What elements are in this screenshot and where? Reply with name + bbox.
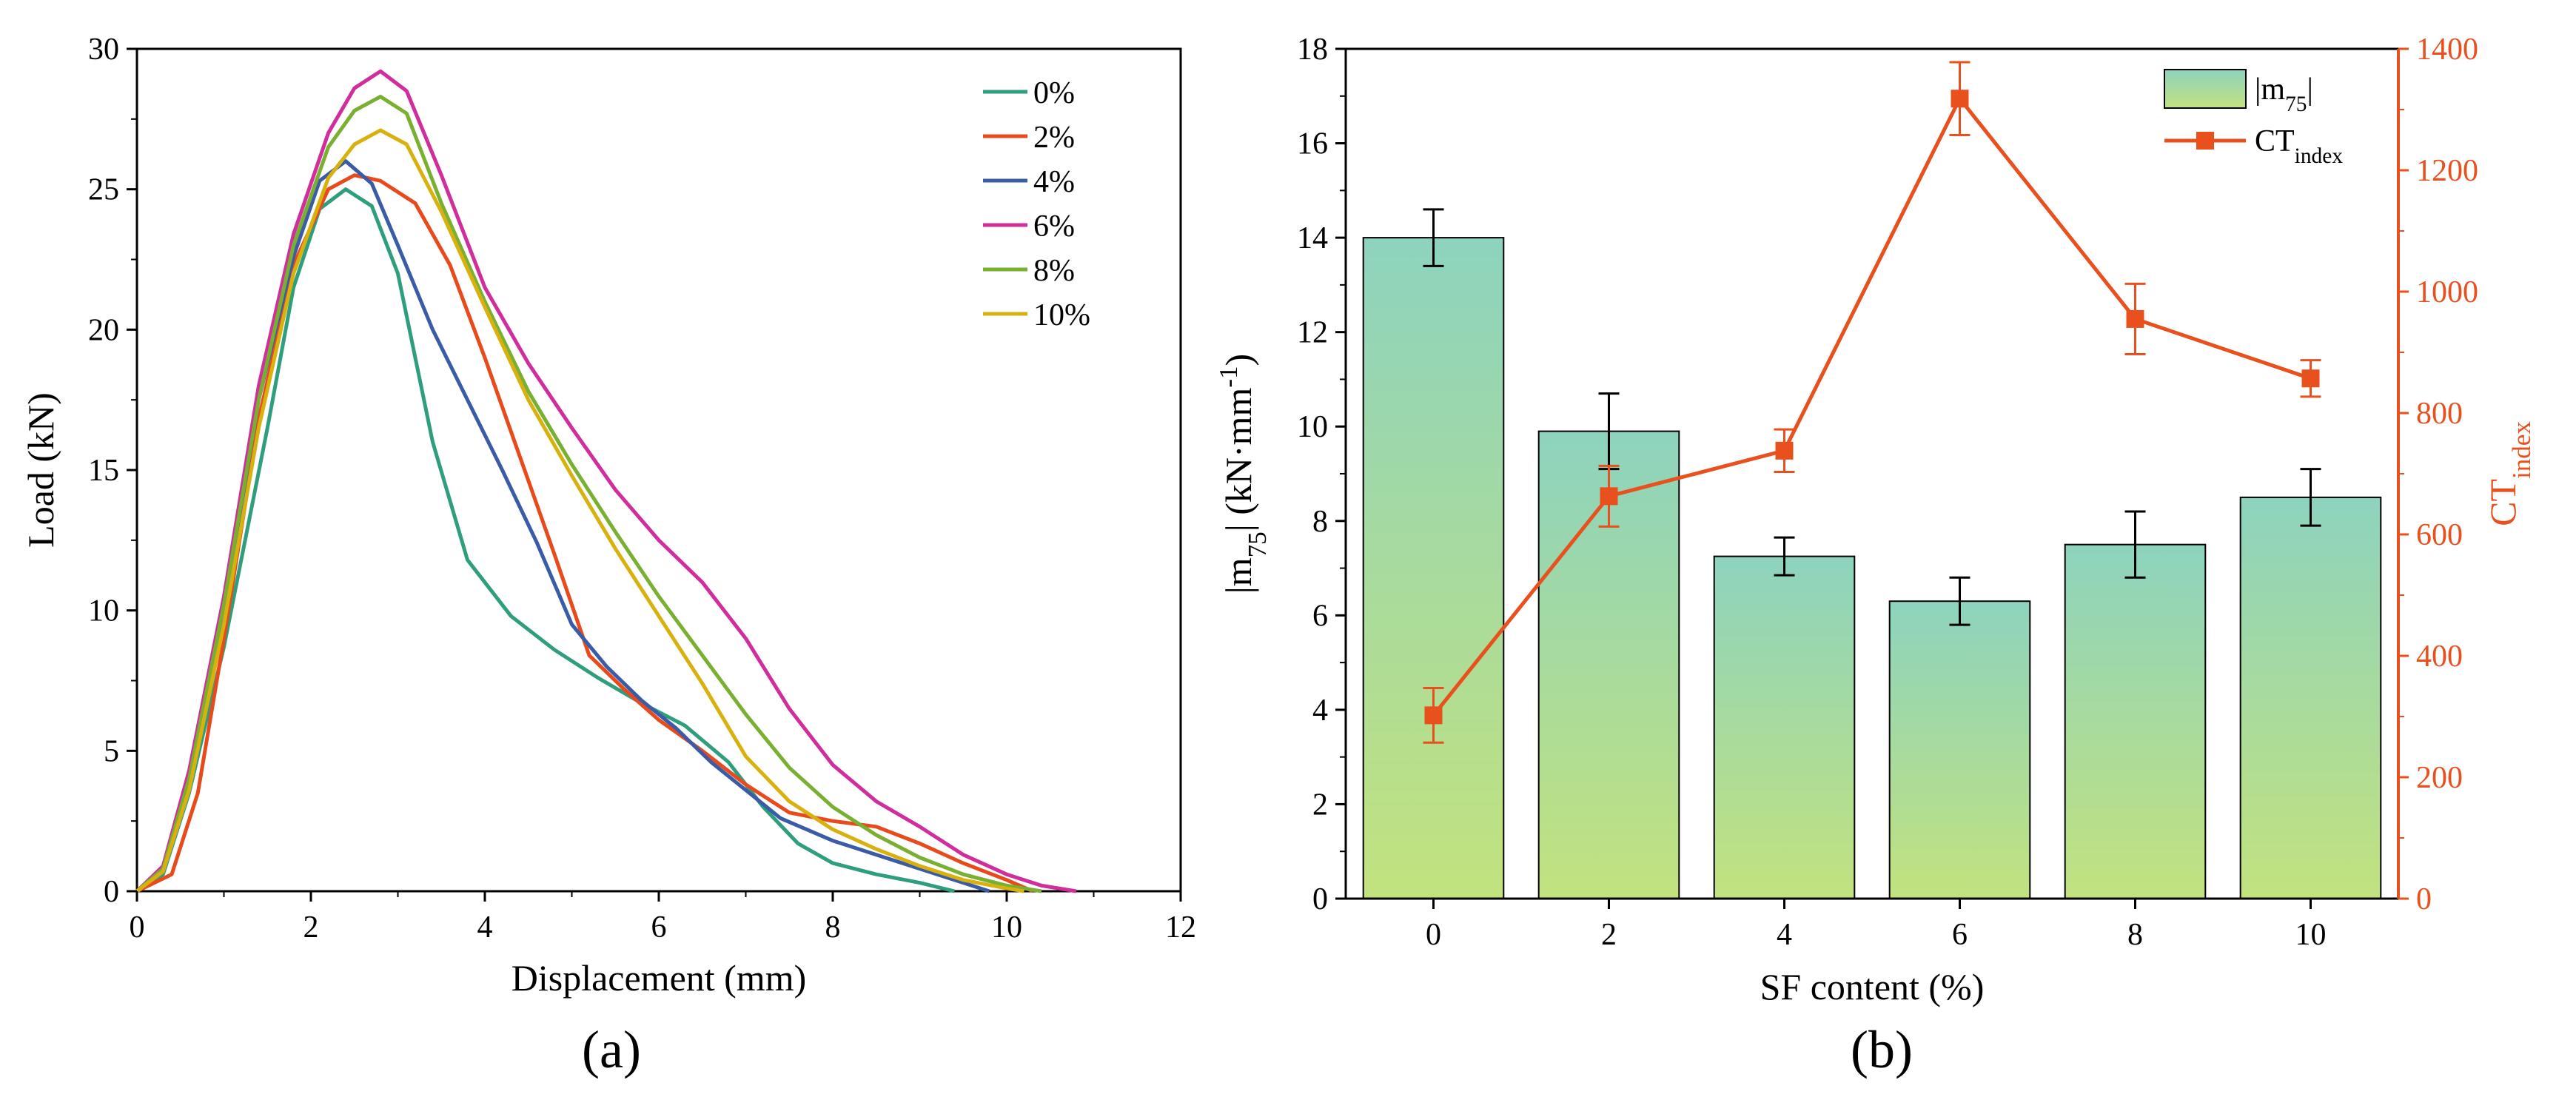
bar-m75 — [2064, 543, 2207, 900]
legend-swatch-bar — [2164, 69, 2247, 109]
legend-label: 6% — [1033, 209, 1075, 244]
x-tick-label: 8 — [825, 910, 841, 945]
y-tick-label: 10 — [1297, 410, 1328, 444]
legend-label: 2% — [1033, 121, 1075, 155]
y-tick-label: 6 — [1312, 599, 1328, 633]
plot-b-bars — [1362, 208, 2382, 900]
y-tick-label: 30 — [88, 33, 119, 67]
plot-a-frame — [135, 47, 1182, 893]
plot-b-x-axis: 0 2 4 6 8 10 — [1426, 899, 2327, 952]
x-tick-label: 6 — [1952, 918, 1968, 952]
panel-a-label: (a) — [582, 1020, 641, 1079]
y-tick-label: 16 — [1297, 127, 1328, 161]
bar-m75 — [1888, 600, 2031, 899]
series-line-2 — [135, 159, 990, 893]
x-tick-label: 8 — [2127, 918, 2143, 952]
x-tick-label: 2 — [303, 910, 319, 945]
right-tick-label: 600 — [2416, 518, 2463, 552]
bar-m75 — [1713, 555, 1856, 899]
y-tick-label: 12 — [1297, 316, 1328, 350]
plot-a-y-axis: 0 5 10 15 20 25 30 — [88, 33, 137, 909]
plot-a-series-group — [135, 69, 1077, 893]
bar-m75 — [1362, 237, 1505, 900]
series-line-0 — [135, 187, 956, 893]
y-tick-label: 0 — [1312, 882, 1328, 916]
y-tick-label: 0 — [104, 875, 119, 909]
x-tick-label: 2 — [1601, 918, 1617, 952]
plot-b-legend: |m75| CTindex — [2164, 69, 2343, 168]
y-tick-label: 18 — [1297, 33, 1328, 67]
y-tick-label: 15 — [88, 454, 119, 488]
legend-label-m75: |m75| — [2255, 73, 2313, 116]
x-tick-label: 12 — [1165, 910, 1196, 945]
right-tick-label: 400 — [2416, 640, 2463, 674]
ct-point-marker — [1600, 487, 1618, 506]
y-tick-label: 25 — [88, 173, 119, 207]
right-tick-label: 1000 — [2416, 275, 2478, 309]
right-tick-label: 1200 — [2416, 154, 2478, 188]
x-tick-label: 10 — [2295, 918, 2327, 952]
ct-index-line — [1432, 96, 2312, 717]
ct-point-marker — [1951, 90, 1969, 108]
plot-a-legend: 0% 2% 4% 6% 8% 10% — [983, 76, 1090, 332]
right-tick-label: 200 — [2416, 761, 2463, 795]
plot-b-ct-index-line — [1423, 61, 2321, 744]
x-tick-label: 6 — [651, 910, 667, 945]
ct-point-marker — [2126, 309, 2144, 328]
plot-a-y-axis-label: Load (kN) — [20, 392, 61, 548]
legend-label: 8% — [1033, 254, 1075, 288]
y-tick-label: 14 — [1297, 221, 1328, 255]
bar-m75 — [2239, 496, 2382, 899]
plot-a-x-axis-label: Displacement (mm) — [511, 957, 807, 999]
x-tick-label: 4 — [477, 910, 493, 945]
panel-a-line-chart: 0 2 4 6 8 10 12 0 5 10 15 20 25 30 0% 2% 4% 6% 8% 10% Dis… — [20, 33, 1196, 1079]
legend-label: 10% — [1033, 298, 1090, 332]
y-tick-label: 4 — [1312, 694, 1328, 728]
right-tick-label: 0 — [2416, 882, 2432, 916]
y-tick-label: 5 — [104, 734, 119, 768]
ct-point-marker — [2301, 369, 2320, 388]
x-tick-label: 0 — [130, 910, 145, 945]
ct-point-marker — [1424, 706, 1443, 725]
legend-label-ct-index: CTindex — [2255, 124, 2343, 168]
legend-label: 0% — [1033, 76, 1075, 110]
plot-b-x-axis-label: SF content (%) — [1760, 966, 1985, 1007]
plot-a-x-axis: 0 2 4 6 8 10 12 — [130, 891, 1196, 945]
y-tick-label: 2 — [1312, 788, 1328, 822]
series-line-1 — [135, 173, 1034, 893]
plot-b-left-axis-label: |m75| (kN·mm-1) — [1214, 354, 1272, 594]
y-tick-label: 10 — [88, 594, 119, 628]
y-tick-label: 20 — [88, 313, 119, 347]
x-tick-label: 10 — [991, 910, 1022, 945]
x-tick-label: 4 — [1777, 918, 1792, 952]
panel-b-bar-line-chart: 0 2 4 6 8 10 0 2 4 6 8 10 12 14 16 18 0 200 400 600 800 100… — [1214, 33, 2536, 1079]
y-tick-label: 8 — [1312, 505, 1328, 539]
legend-swatch-marker — [2196, 132, 2214, 150]
ct-point-marker — [1775, 441, 1794, 460]
series-line-3 — [135, 69, 1077, 893]
series-line-4 — [135, 95, 1042, 893]
legend-label: 4% — [1033, 165, 1075, 199]
plot-b-right-axis-label: CTindex — [2482, 421, 2536, 526]
plot-b-right-axis: 0 200 400 600 800 1000 1200 1400 — [2397, 33, 2478, 916]
right-tick-label: 800 — [2416, 397, 2463, 431]
panel-b-label: (b) — [1851, 1020, 1913, 1079]
series-line-5 — [135, 128, 1024, 893]
plot-b-left-axis: 0 2 4 6 8 10 12 14 16 18 — [1297, 33, 1346, 916]
right-tick-label: 1400 — [2416, 33, 2478, 67]
x-tick-label: 0 — [1426, 918, 1441, 952]
